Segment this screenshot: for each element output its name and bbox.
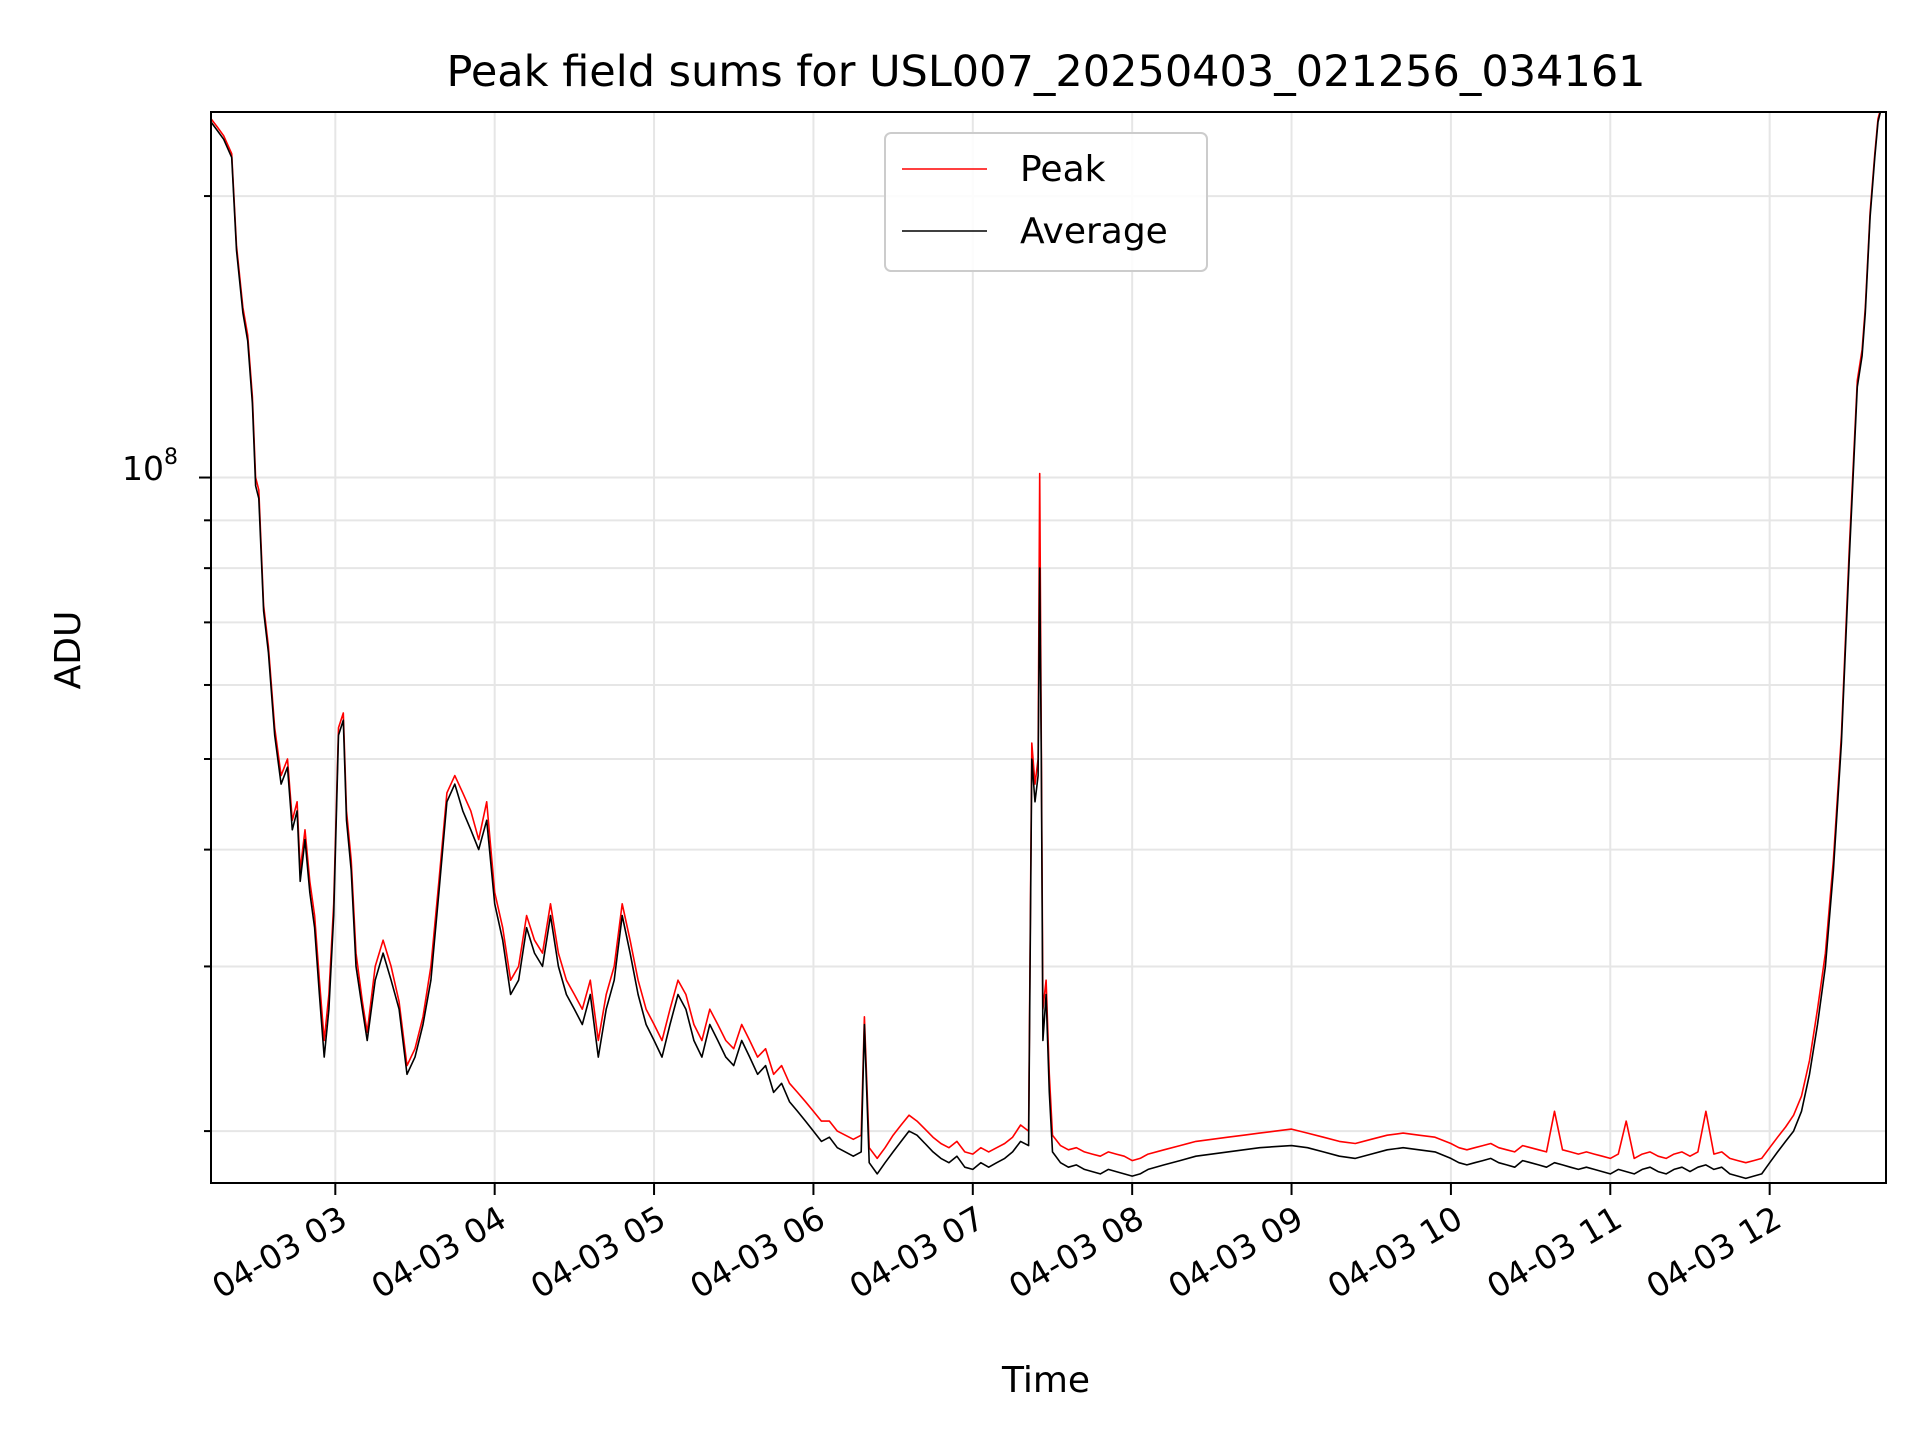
y-axis — [199, 195, 211, 1133]
plot-frame — [210, 111, 1887, 1184]
y-axis-label: ADU — [48, 611, 89, 690]
series-layer — [211, 112, 1882, 1180]
legend-label-peak: Peak — [1020, 149, 1106, 190]
series-line-average — [211, 112, 1882, 1180]
legend-label-average: Average — [1020, 211, 1168, 252]
y-tick-label-1e8: 108 — [122, 445, 178, 488]
grid-lines — [211, 112, 1886, 1183]
series-line-peak — [211, 112, 1881, 1164]
legend: Peak Average — [884, 132, 1208, 272]
x-axis-label: Time — [1001, 1360, 1090, 1401]
chart-title: Peak field sums for USL007_20250403_0212… — [446, 47, 1645, 97]
